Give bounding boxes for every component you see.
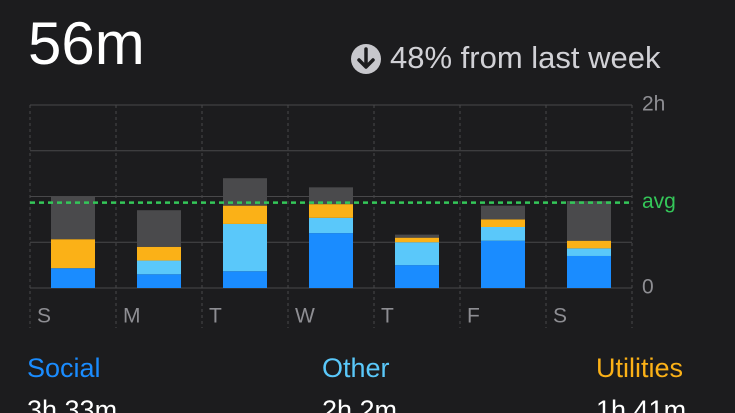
x-tick-label: T [381, 305, 394, 328]
legend-name: Social [27, 353, 101, 383]
legend-total: 3h 33m [27, 395, 117, 413]
bar-segment [223, 205, 267, 224]
bar-segment [137, 246, 181, 261]
change-text: 48% from last week [390, 40, 661, 75]
bar-segment [395, 242, 439, 266]
bar-segment [395, 237, 439, 243]
bar-segment [395, 234, 439, 238]
bar-segment [309, 187, 353, 205]
y-tick-label: avg [642, 190, 676, 213]
x-tick-label: T [209, 305, 222, 328]
change-icon [351, 44, 381, 74]
bar-segment [51, 268, 95, 288]
x-tick-label: F [467, 305, 480, 328]
bar-segment [567, 201, 611, 241]
x-tick-label: S [553, 305, 567, 328]
bar-segment [395, 265, 439, 288]
legend-name: Other [322, 353, 390, 383]
x-tick-label: W [295, 305, 315, 328]
bar-segment [567, 240, 611, 249]
bar-segment [223, 223, 267, 272]
bar-segment [481, 219, 525, 227]
x-tick-label: M [123, 305, 141, 328]
bar-segment [223, 178, 267, 206]
bar-segment [309, 217, 353, 234]
bar-segment [567, 248, 611, 256]
legend-total: 1h 41m [596, 395, 686, 413]
legend-total: 2h 2m [322, 395, 397, 413]
y-tick-label: 2h [642, 93, 665, 116]
legend-name: Utilities [596, 353, 683, 383]
bar-segment [567, 255, 611, 288]
daily-average: 56m [28, 10, 145, 77]
bar-segment [309, 233, 353, 288]
bar-segment [481, 205, 525, 220]
bar-segment [137, 274, 181, 288]
bar-segment [223, 271, 267, 288]
x-tick-label: S [37, 305, 51, 328]
bar-segment [481, 227, 525, 241]
bar-segment [309, 204, 353, 218]
bar-segment [137, 260, 181, 275]
bar-segment [137, 210, 181, 247]
y-tick-label: 0 [642, 276, 654, 299]
bar-segment [481, 240, 525, 288]
bar-segment [51, 239, 95, 269]
